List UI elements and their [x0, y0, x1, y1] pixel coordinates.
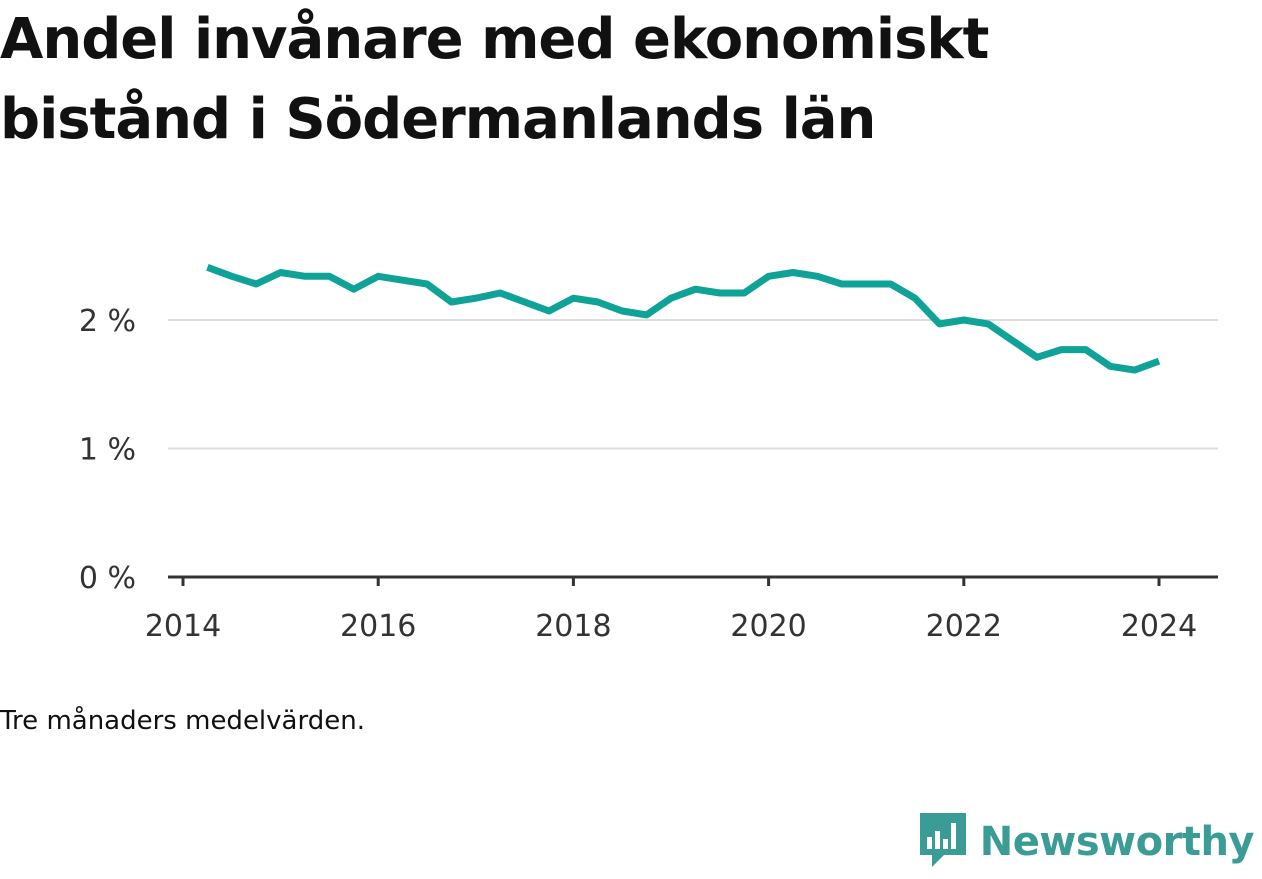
series-group [206, 264, 1161, 374]
x-tick-label: 2018 [535, 609, 611, 644]
y-axis: 0 % 1 % 2 % [79, 304, 136, 596]
bar-chart-speech-bubble-icon [918, 811, 968, 873]
brand-logo: Newsworthy [918, 811, 1255, 873]
x-tick-label: 2016 [340, 609, 416, 644]
x-axis: 2014 2016 2018 2020 2022 2024 [145, 575, 1218, 644]
chart-note: Tre månaders medelvärden. [0, 706, 365, 736]
y-tick-label: 1 % [79, 433, 136, 468]
x-tick-label: 2024 [1121, 609, 1197, 644]
chart-title: Andel invånare med ekonomiskt bistånd i … [0, 7, 989, 152]
x-tick-label: 2022 [926, 609, 1002, 644]
x-tick-label: 2020 [730, 609, 806, 644]
x-tick-label: 2014 [145, 609, 221, 644]
brand-name: Newsworthy [979, 819, 1255, 865]
y-tick-label: 2 % [79, 304, 136, 339]
grid-lines [168, 319, 1218, 450]
series-line [206, 264, 1161, 374]
y-tick-label: 0 % [79, 561, 136, 596]
